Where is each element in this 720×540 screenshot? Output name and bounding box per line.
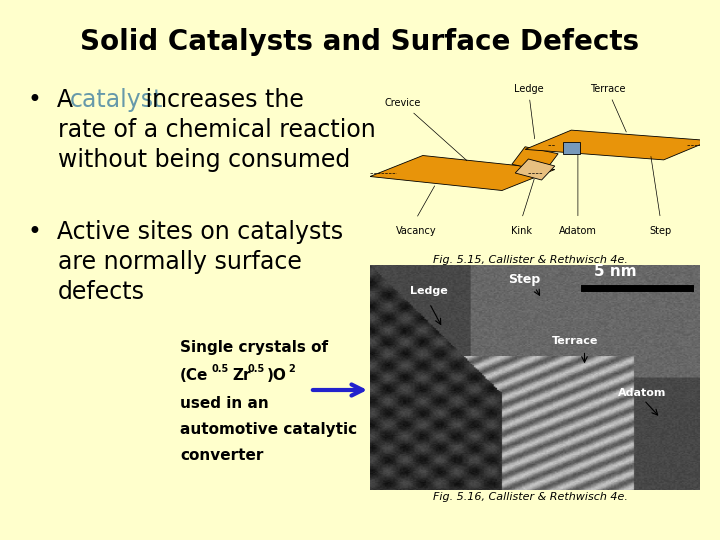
- Polygon shape: [370, 156, 555, 191]
- Text: converter: converter: [180, 448, 264, 463]
- Text: Fig. 5.16, Callister & Rethwisch 4e.: Fig. 5.16, Callister & Rethwisch 4e.: [433, 492, 627, 502]
- Text: rate of a chemical reaction: rate of a chemical reaction: [58, 118, 376, 142]
- Text: increases the: increases the: [138, 88, 304, 112]
- Text: without being consumed: without being consumed: [58, 148, 350, 172]
- Text: Fig. 5.15, Callister & Rethwisch 4e.: Fig. 5.15, Callister & Rethwisch 4e.: [433, 255, 627, 265]
- Text: Single crystals of: Single crystals of: [180, 340, 328, 355]
- Text: automotive catalytic: automotive catalytic: [180, 422, 357, 437]
- Text: 5 nm: 5 nm: [595, 264, 637, 279]
- Polygon shape: [516, 159, 555, 180]
- Text: Terrace: Terrace: [590, 84, 626, 132]
- Text: Step: Step: [649, 226, 672, 236]
- Text: 2: 2: [288, 364, 294, 374]
- Text: Solid Catalysts and Surface Defects: Solid Catalysts and Surface Defects: [81, 28, 639, 56]
- Text: Ledge: Ledge: [410, 286, 447, 296]
- Text: Vacancy: Vacancy: [396, 226, 436, 236]
- Text: Terrace: Terrace: [552, 336, 598, 346]
- Text: •  A: • A: [28, 88, 81, 112]
- Text: are normally surface: are normally surface: [58, 250, 302, 274]
- Text: Adatom: Adatom: [559, 226, 597, 236]
- Text: Step: Step: [508, 273, 541, 286]
- Text: used in an: used in an: [180, 396, 269, 411]
- Text: Zr: Zr: [232, 368, 251, 383]
- Text: Kink: Kink: [511, 226, 532, 236]
- Text: 0.5: 0.5: [212, 364, 229, 374]
- Text: Crevice: Crevice: [384, 98, 467, 160]
- Bar: [563, 141, 580, 154]
- Text: Adatom: Adatom: [618, 388, 666, 397]
- Text: Ledge: Ledge: [513, 84, 543, 139]
- Polygon shape: [512, 147, 558, 171]
- Text: 0.5: 0.5: [247, 364, 264, 374]
- Text: •  Active sites on catalysts: • Active sites on catalysts: [28, 220, 343, 244]
- Polygon shape: [525, 130, 710, 160]
- Text: )O: )O: [267, 368, 287, 383]
- Text: defects: defects: [58, 280, 145, 304]
- Text: catalyst: catalyst: [70, 88, 163, 112]
- Text: (Ce: (Ce: [180, 368, 208, 383]
